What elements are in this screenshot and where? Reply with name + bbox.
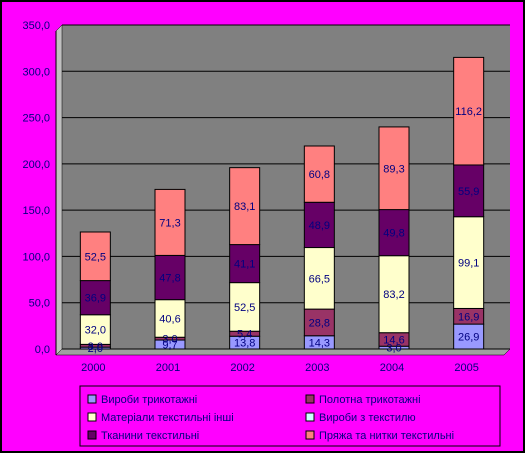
bars [79, 56, 485, 350]
data-label: 40,6 [159, 313, 180, 325]
legend-label: Матеріали текстильні інші [101, 412, 234, 424]
data-label: 49,8 [383, 228, 404, 240]
bar-segment [154, 188, 186, 256]
data-label: 3,0 [386, 343, 401, 355]
data-label: 55,9 [458, 186, 479, 198]
y-tick-label: 100,0 [22, 251, 50, 263]
bar-segment [303, 145, 335, 203]
legend-swatch [305, 430, 315, 440]
bar-segment [154, 254, 186, 301]
legend-box [79, 385, 501, 447]
x-tick-label: 2003 [305, 362, 329, 374]
data-label: 9,7 [162, 340, 177, 352]
data-label: 60,8 [309, 169, 330, 181]
data-label: 71,3 [159, 217, 180, 229]
legend-label: Вироби з текстилю [319, 412, 416, 424]
bar-segment [378, 255, 410, 334]
data-label: 28,8 [309, 317, 330, 329]
plot-side-wall [55, 24, 63, 356]
data-label: 48,9 [309, 220, 330, 232]
data-label: 41,1 [234, 259, 255, 271]
axes: 0,0 50,0 100,0 150,0 200,0 250,0 300,0 350,0 200… [22, 20, 478, 374]
bar-segment [303, 308, 335, 337]
data-label: 3,0 [162, 334, 177, 346]
data-label: 89,3 [383, 163, 404, 175]
bar-segment [453, 164, 485, 218]
bar-segment [229, 244, 261, 284]
x-tick-label: 2004 [380, 362, 404, 374]
data-label: 83,1 [234, 201, 255, 213]
bar-segment [79, 280, 111, 316]
data-label: 99,1 [458, 258, 479, 270]
data-label: 2,0 [88, 343, 103, 355]
legend-swatch [87, 412, 97, 422]
data-label: 47,8 [159, 273, 180, 285]
y-tick-label: 0,0 [35, 344, 50, 356]
legend-label: Тканини текстильні [101, 430, 199, 442]
bar-segment [303, 201, 335, 249]
plot-background [62, 25, 510, 349]
bar-segment [79, 314, 111, 345]
data-label: 13,8 [234, 338, 255, 350]
y-tick-label: 150,0 [22, 205, 50, 217]
y-tick-label: 50,0 [29, 298, 50, 310]
data-label: 16,9 [458, 311, 479, 323]
data-label: 32,0 [85, 325, 106, 337]
data-label: 66,5 [309, 273, 330, 285]
bar-segment [154, 299, 186, 338]
legend: Вироби трикотажні Полотна трикотажні Матер… [79, 385, 501, 447]
x-tick-label: 2005 [454, 362, 478, 374]
value-labels: 2,03,032,036,952,59,73,040,647,871,313,8… [85, 106, 482, 355]
plot-area [55, 24, 511, 356]
data-label: 116,2 [455, 106, 482, 118]
plot-floor [55, 348, 511, 356]
data-label: 3,0 [88, 341, 103, 353]
x-tick-label: 2000 [81, 362, 105, 374]
bar-segment [229, 167, 261, 246]
data-label: 5,4 [237, 329, 252, 341]
y-tick-label: 200,0 [22, 159, 50, 171]
data-label: 52,5 [234, 302, 255, 314]
y-tick-label: 350,0 [22, 20, 50, 32]
x-tick-label: 2001 [156, 362, 180, 374]
data-label: 14,3 [309, 337, 330, 349]
data-label: 36,9 [85, 293, 106, 305]
legend-swatch [305, 412, 315, 422]
legend-label: Вироби трикотажні [101, 394, 197, 406]
bar-segment [378, 126, 410, 211]
legend-swatch [87, 430, 97, 440]
bar-segment [303, 247, 335, 310]
y-tick-label: 250,0 [22, 113, 50, 125]
x-tick-label: 2002 [230, 362, 254, 374]
data-label: 52,5 [85, 251, 106, 263]
data-label: 26,9 [458, 332, 479, 344]
legend-swatch [305, 394, 315, 404]
data-label: 14,6 [383, 334, 404, 346]
bar-segment [79, 231, 111, 282]
data-label: 83,2 [383, 289, 404, 301]
legend-label: Полотна трикотажні [319, 394, 421, 406]
legend-label: Пряжа та нитки текстильні [319, 430, 454, 442]
legend-swatch [87, 394, 97, 404]
bar-segment [453, 56, 485, 166]
bar-segment [378, 209, 410, 257]
y-tick-label: 300,0 [22, 66, 50, 78]
